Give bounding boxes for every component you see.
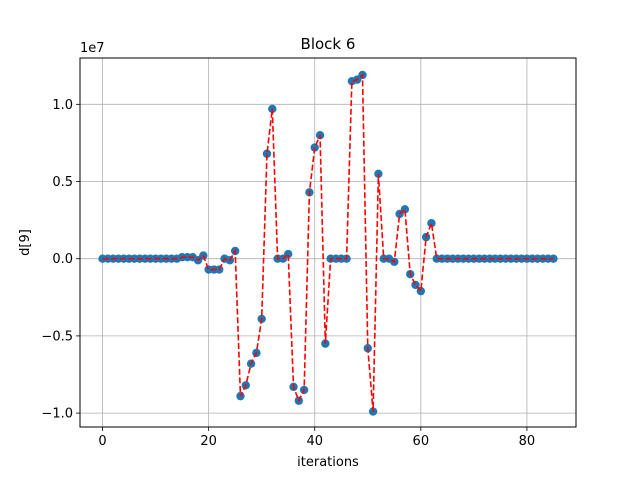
y-tick-label: 0.0 xyxy=(52,252,73,267)
x-tick-label: 60 xyxy=(413,434,430,449)
plot-area-frame xyxy=(79,57,577,428)
data-points xyxy=(98,70,558,416)
data-point xyxy=(427,219,436,228)
x-axis-label: iterations xyxy=(297,455,359,470)
x-tick-label: 40 xyxy=(306,434,323,449)
y-axis-label: d[9] xyxy=(18,229,33,256)
y-axis-offset-text: 1e7 xyxy=(80,41,105,56)
y-tick-label: −0.5 xyxy=(41,329,73,344)
axis-ticks: 0 20 40 60 80 −1.0 −0.5 0.0 0.5 1.0 xyxy=(41,98,535,449)
chart-title: Block 6 xyxy=(301,35,356,53)
data-point xyxy=(262,149,272,158)
data-point xyxy=(310,143,319,152)
series-line-layer xyxy=(102,73,554,412)
y-tick-label: 1.0 xyxy=(52,98,73,113)
x-tick-label: 0 xyxy=(98,434,106,449)
x-tick-label: 20 xyxy=(200,434,217,449)
grid-lines xyxy=(80,58,576,427)
y-tick-label: 0.5 xyxy=(52,175,73,190)
series-line xyxy=(102,73,554,412)
x-tick-label: 80 xyxy=(519,434,536,449)
y-tick-label: −1.0 xyxy=(41,407,73,422)
